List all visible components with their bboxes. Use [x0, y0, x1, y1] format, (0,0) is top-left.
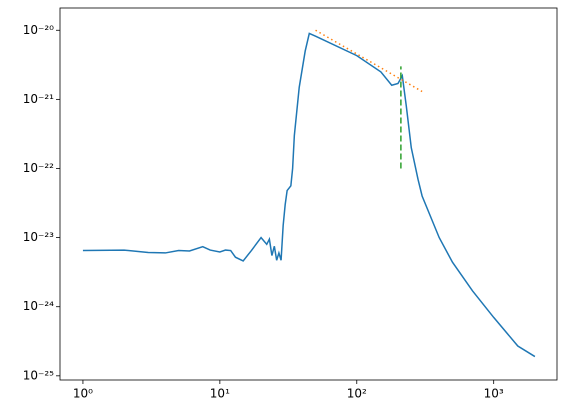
x-tick-label: 10⁰ — [73, 387, 93, 401]
x-tick-label: 10³ — [484, 387, 504, 401]
axes-frame — [59, 7, 558, 381]
y-tick-label: 10⁻²³ — [23, 230, 54, 244]
x-tick-label: 10² — [347, 387, 367, 401]
series-line — [315, 29, 423, 93]
y-tick-label: 10⁻²⁴ — [23, 299, 54, 313]
y-tick-label: 10⁻²¹ — [23, 92, 54, 106]
y-tick-label: 10⁻²⁵ — [23, 368, 54, 382]
y-tick-label: 10⁻²⁰ — [23, 23, 54, 37]
y-tick-label: 10⁻²² — [23, 161, 54, 175]
x-tick-label: 10¹ — [210, 387, 230, 401]
series-line — [82, 32, 536, 358]
